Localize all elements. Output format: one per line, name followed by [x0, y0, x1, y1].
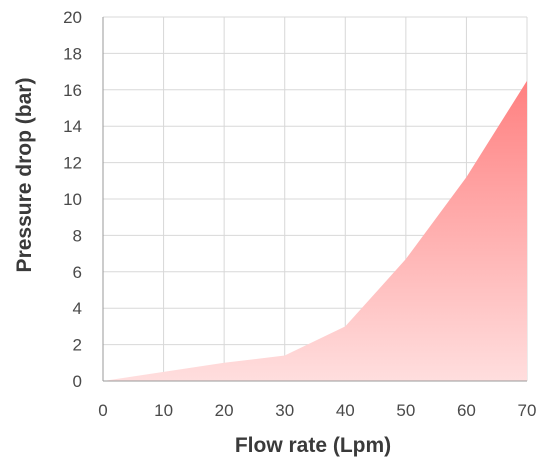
data-point-40: [345, 326, 346, 327]
y-tick-label-12: 12: [63, 154, 82, 173]
data-point-20: [224, 362, 225, 363]
x-tick-label-60: 60: [457, 401, 476, 420]
x-tick-label-0: 0: [98, 401, 107, 420]
x-tick-label-40: 40: [336, 401, 355, 420]
y-tick-label-18: 18: [63, 44, 82, 63]
area-fill: [103, 80, 527, 381]
data-point-30: [284, 355, 285, 356]
y-tick-label-4: 4: [73, 299, 82, 318]
data-point-10: [163, 371, 164, 372]
area-series: [103, 80, 528, 381]
x-axis-title: Flow rate (Lpm): [235, 434, 391, 457]
data-point-70: [527, 80, 528, 81]
y-tick-label-10: 10: [63, 190, 82, 209]
axes: [102, 17, 527, 382]
x-tick-label-10: 10: [154, 401, 173, 420]
y-axis-title: Pressure drop (bar): [13, 78, 36, 273]
data-point-50: [405, 259, 406, 260]
y-tick-label-14: 14: [63, 117, 82, 136]
y-tick-label-20: 20: [63, 8, 82, 27]
x-tick-labels: 0 10 20 30 40 50 60 70: [98, 401, 536, 420]
x-tick-label-20: 20: [215, 401, 234, 420]
y-tick-label-2: 2: [73, 336, 82, 355]
x-tick-label-50: 50: [396, 401, 415, 420]
y-tick-label-8: 8: [73, 226, 82, 245]
x-tick-label-30: 30: [275, 401, 294, 420]
data-point-60: [466, 177, 467, 178]
y-tick-label-16: 16: [63, 81, 82, 100]
y-tick-label-0: 0: [73, 372, 82, 391]
x-tick-label-70: 70: [518, 401, 537, 420]
y-tick-labels: 0 2 4 6 8 10 12 14 16 18 20: [63, 8, 82, 391]
y-tick-label-6: 6: [73, 263, 82, 282]
